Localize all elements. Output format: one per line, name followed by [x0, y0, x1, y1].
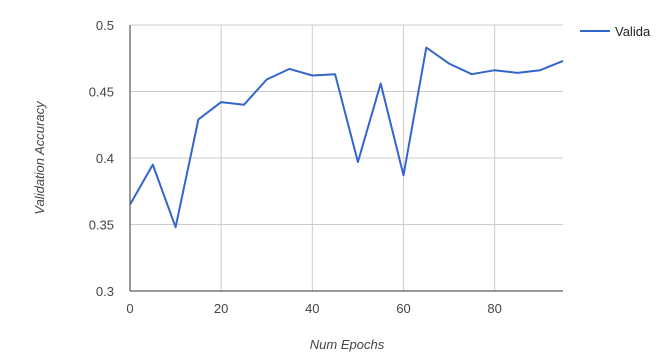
axes: [129, 25, 563, 292]
x-tick-label: 20: [214, 301, 228, 316]
y-tick-label: 0.3: [96, 284, 114, 299]
x-tick-label: 80: [487, 301, 501, 316]
y-tick-label: 0.4: [96, 151, 114, 166]
legend: Valida: [580, 24, 651, 39]
tick-labels: 0.3 0.35 0.4 0.45 0.5 0 20 40 60 80: [89, 18, 502, 316]
x-tick-label: 40: [305, 301, 319, 316]
legend-label: Valida: [615, 24, 651, 39]
x-tick-label: 60: [396, 301, 410, 316]
y-tick-label: 0.45: [89, 85, 114, 100]
series-layer: [129, 46, 564, 229]
y-tick-label: 0.35: [89, 218, 114, 233]
series-line: [129, 46, 564, 229]
x-tick-label: 0: [126, 301, 133, 316]
y-tick-label: 0.5: [96, 18, 114, 33]
y-axis-title: Validation Accuracy: [32, 100, 47, 215]
grid-lines: [130, 24, 563, 292]
x-axis-title: Num Epochs: [310, 337, 385, 352]
